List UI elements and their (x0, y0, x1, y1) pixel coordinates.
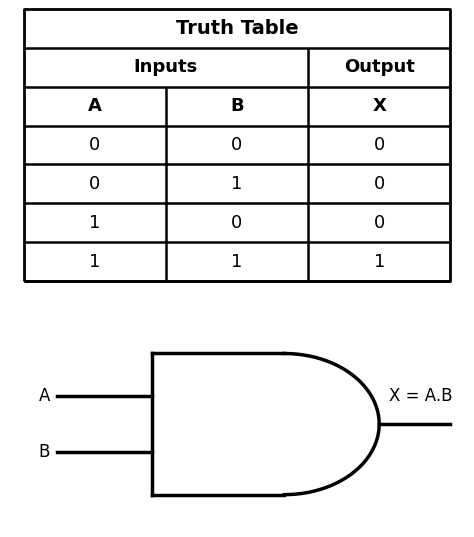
Text: X: X (372, 97, 386, 115)
Text: Truth Table: Truth Table (176, 19, 298, 38)
Text: B: B (38, 444, 50, 461)
Text: 0: 0 (374, 175, 385, 193)
Text: 0: 0 (89, 136, 100, 154)
Text: Output: Output (344, 58, 415, 76)
Text: 0: 0 (231, 214, 243, 232)
Text: 0: 0 (231, 136, 243, 154)
Text: Inputs: Inputs (134, 58, 198, 76)
Text: B: B (230, 97, 244, 115)
Text: 1: 1 (89, 253, 100, 271)
Text: 0: 0 (374, 136, 385, 154)
Text: A: A (38, 387, 50, 405)
Text: X = A.B: X = A.B (389, 387, 452, 405)
Text: 1: 1 (231, 253, 243, 271)
Text: 1: 1 (89, 214, 100, 232)
Text: 0: 0 (374, 214, 385, 232)
Text: 0: 0 (89, 175, 100, 193)
Text: 1: 1 (231, 175, 243, 193)
Text: 1: 1 (374, 253, 385, 271)
Text: A: A (88, 97, 102, 115)
